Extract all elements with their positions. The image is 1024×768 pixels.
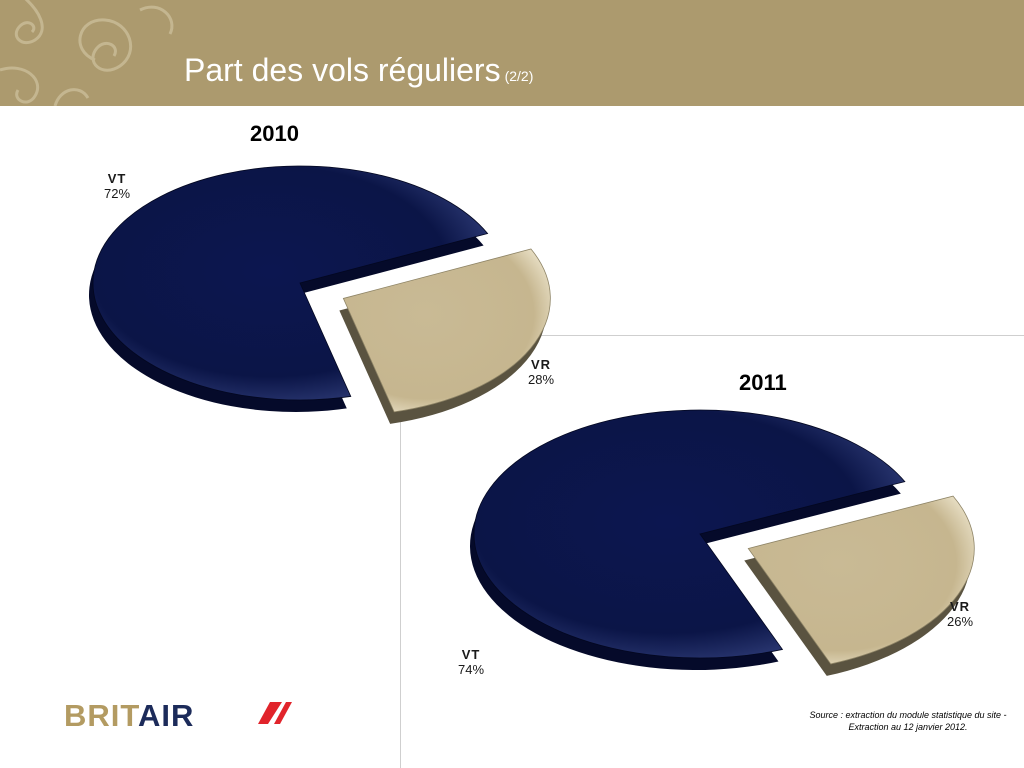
logo-text-air: AIR	[138, 698, 195, 733]
source-note: Source : extraction du module statistiqu…	[809, 710, 1007, 732]
label-2011-vt: VT 74%	[458, 647, 484, 677]
label-2011-vr-value: 26%	[947, 614, 974, 629]
chart-2011-title: 2011	[739, 370, 787, 395]
label-2010-vt-name: VT	[107, 171, 127, 186]
pie-2010-slice-vr	[342, 248, 551, 413]
chart-2010-title: 2010	[250, 121, 299, 146]
divider-horizontal	[400, 335, 1024, 336]
decorative-swirls	[0, 0, 174, 106]
pie-2010-slice-vt	[92, 165, 489, 401]
logo-swoosh-icon	[258, 702, 292, 724]
pie-2011-slice-vt	[473, 409, 906, 659]
britair-logo: BRITAIR	[64, 698, 194, 734]
page-title-main: Part des vols réguliers	[184, 52, 501, 88]
page-title-sub: (2/2)	[504, 68, 534, 84]
divider-vertical	[400, 335, 401, 768]
label-2010-vr-name: VR	[530, 357, 552, 372]
label-2011-vr: VR 26%	[947, 599, 973, 629]
page-title: Part des vols réguliers (2/2)	[184, 52, 533, 89]
label-2011-vt-name: VT	[461, 647, 481, 662]
label-2011-vt-value: 74%	[458, 662, 485, 677]
label-2010-vt-value: 72%	[104, 186, 131, 201]
label-2010-vt: VT 72%	[104, 171, 130, 201]
header-band: Part des vols réguliers (2/2)	[0, 0, 1024, 106]
label-2010-vr: VR 28%	[528, 357, 554, 387]
label-2011-vr-name: VR	[949, 599, 971, 614]
label-2010-vr-value: 28%	[528, 372, 555, 387]
logo-text-brit: BRIT	[64, 698, 139, 733]
pie-2011-slice-vr	[747, 495, 975, 665]
